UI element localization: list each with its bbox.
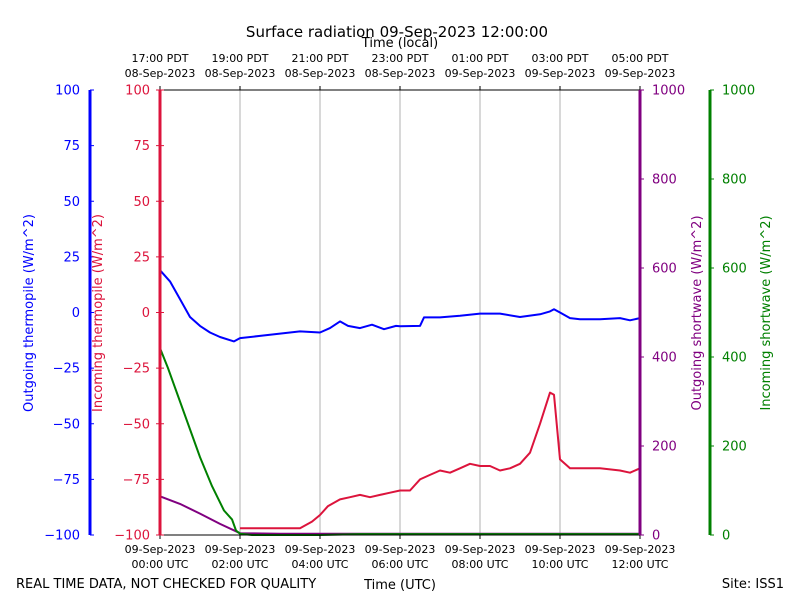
incoming_shortwave-tick-label: 600 [722,262,747,277]
outgoing_thermopile-tick-label: 25 [63,250,80,265]
series-lines [159,269,641,536]
bottom-tick-label: 06:00 UTC [371,558,428,571]
x-axis-label: Time (UTC) [363,578,436,593]
outgoing_shortwave-tick-label: 400 [652,351,677,366]
labels: Surface radiation 09-Sep-2023 12:00:00 T… [16,23,784,593]
outgoing_shortwave-tick-label: 200 [652,440,677,455]
outgoing_shortwave-tick-label: 0 [652,529,660,544]
incoming_thermopile-tick-label: −100 [114,529,150,544]
bottom-tick-label: 09-Sep-2023 [125,543,196,556]
incoming_thermopile-tick-label: 100 [125,84,150,99]
bottom-tick-label: 09-Sep-2023 [365,543,436,556]
top-tick-label: 08-Sep-2023 [365,67,436,80]
incoming-thermopile-line [240,391,641,530]
incoming_thermopile-tick-label: −25 [123,362,150,377]
incoming-shortwave-line [159,347,640,536]
incoming-thermopile-label: Incoming thermopile (W/m^2) [91,214,106,412]
outgoing_shortwave-tick-label: 600 [652,262,677,277]
top-tick-label: 08-Sep-2023 [285,67,356,80]
bottom-tick-label: 09-Sep-2023 [525,543,596,556]
top-tick-label: 19:00 PDT [211,52,268,65]
top-axis-label: Time (local) [361,36,438,51]
outgoing-thermopile-line [159,269,641,343]
incoming_thermopile-tick-label: −75 [123,473,150,488]
top-tick-label: 01:00 PDT [451,52,508,65]
bottom-tick-label: 08:00 UTC [451,558,508,571]
outgoing_thermopile-tick-label: −25 [53,362,80,377]
incoming_thermopile-tick-label: 50 [133,195,150,210]
outgoing_thermopile-tick-label: 50 [63,195,80,210]
bottom-tick-label: 02:00 UTC [211,558,268,571]
outgoing-shortwave-label: Outgoing shortwave (W/m^2) [690,215,705,410]
bottom-tick-label: 09-Sep-2023 [605,543,676,556]
bottom-tick-label: 09-Sep-2023 [285,543,356,556]
chart-title: Surface radiation 09-Sep-2023 12:00:00 [246,23,548,41]
quality-disclaimer: REAL TIME DATA, NOT CHECKED FOR QUALITY [16,577,316,592]
bottom-tick-label: 00:00 UTC [131,558,188,571]
incoming_thermopile-tick-label: 25 [133,250,150,265]
outgoing_shortwave-tick-label: 800 [652,173,677,188]
top-tick-label: 03:00 PDT [531,52,588,65]
outgoing_thermopile-tick-label: −75 [53,473,80,488]
incoming_shortwave-tick-label: 0 [722,529,730,544]
bottom-tick-label: 12:00 UTC [611,558,668,571]
incoming_thermopile-tick-label: −50 [123,417,150,432]
outgoing_thermopile-tick-label: 75 [63,139,80,154]
bottom-tick-label: 09-Sep-2023 [445,543,516,556]
incoming_thermopile-tick-label: 0 [142,306,150,321]
top-tick-label: 05:00 PDT [611,52,668,65]
top-tick-label: 17:00 PDT [131,52,188,65]
outgoing-thermopile-label: Outgoing thermopile (W/m^2) [22,214,37,412]
bottom-tick-label: 04:00 UTC [291,558,348,571]
top-tick-label: 09-Sep-2023 [525,67,596,80]
top-tick-label: 09-Sep-2023 [445,67,516,80]
incoming-shortwave-label: Incoming shortwave (W/m^2) [759,215,774,410]
incoming_shortwave-tick-label: 800 [722,173,747,188]
site-label: Site: ISS1 [722,577,784,592]
top-tick-label: 08-Sep-2023 [125,67,196,80]
outgoing_thermopile-tick-label: −100 [44,529,80,544]
bottom-tick-label: 10:00 UTC [531,558,588,571]
top-tick-label: 21:00 PDT [291,52,348,65]
top-tick-label: 09-Sep-2023 [605,67,676,80]
incoming_shortwave-tick-label: 200 [722,440,747,455]
incoming_shortwave-tick-label: 400 [722,351,747,366]
top-tick-label: 08-Sep-2023 [205,67,276,80]
axes: 17:00 PDT 08-Sep-2023 19:00 PDT 08-Sep-2023… [44,52,755,571]
outgoing_thermopile-tick-label: −50 [53,417,80,432]
bottom-tick-label: 09-Sep-2023 [205,543,276,556]
top-tick-label: 23:00 PDT [371,52,428,65]
outgoing_thermopile-tick-label: 100 [55,84,80,99]
incoming_shortwave-tick-label: 1000 [722,84,755,99]
outgoing_thermopile-tick-label: 0 [72,306,80,321]
incoming_thermopile-tick-label: 75 [133,139,150,154]
outgoing_shortwave-tick-label: 1000 [652,84,685,99]
